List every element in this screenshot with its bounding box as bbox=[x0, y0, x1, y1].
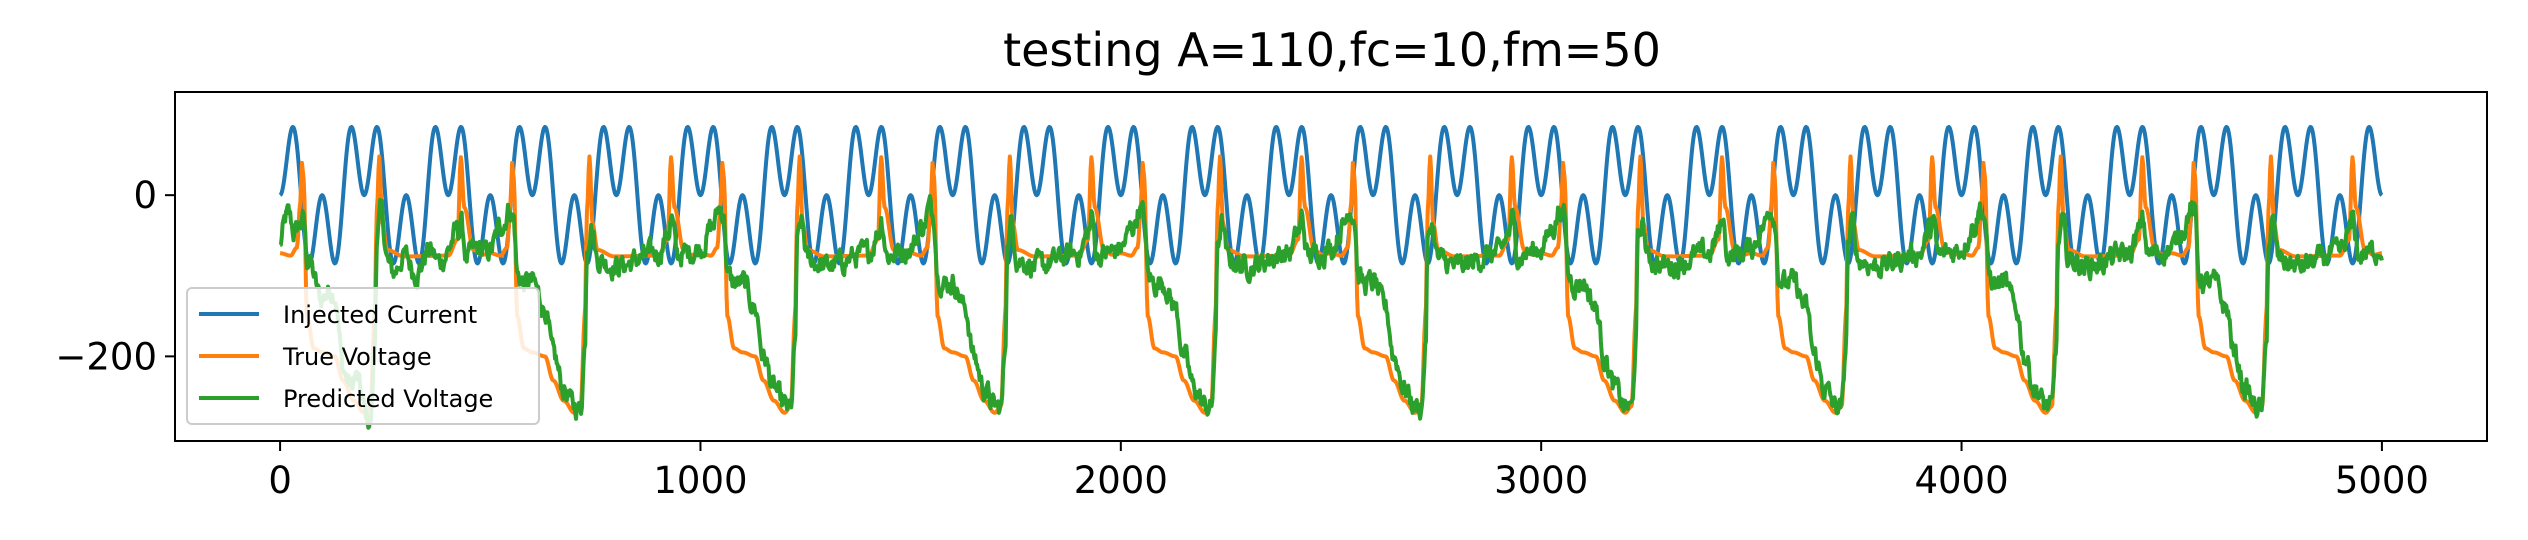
y-tick-label: 0 bbox=[133, 174, 157, 217]
predicted-voltage-line bbox=[278, 194, 2384, 430]
x-tick-label: 4000 bbox=[1914, 459, 2008, 502]
legend: Injected Current True Voltage Predicted Vo… bbox=[186, 287, 540, 425]
plot-area-frame bbox=[174, 91, 2488, 442]
x-tick-label: 2000 bbox=[1074, 459, 1168, 502]
injected-current-line bbox=[278, 124, 2384, 266]
x-tick-label: 1000 bbox=[653, 459, 747, 502]
x-tick-label: 0 bbox=[268, 459, 292, 502]
series-layer bbox=[278, 124, 2384, 430]
y-axis: 0 −200 bbox=[55, 174, 175, 378]
legend-box bbox=[186, 287, 540, 425]
x-tick-label: 5000 bbox=[2335, 459, 2429, 502]
legend-label: True Voltage bbox=[282, 343, 432, 371]
x-axis: 0 1000 2000 3000 4000 5000 bbox=[268, 441, 2429, 502]
x-tick-label: 3000 bbox=[1494, 459, 1588, 502]
legend-label: Injected Current bbox=[283, 301, 477, 329]
chart-title: testing A=110,fc=10,fm=50 bbox=[1003, 23, 1661, 77]
y-tick-label: −200 bbox=[55, 335, 157, 378]
legend-label: Predicted Voltage bbox=[283, 385, 493, 413]
